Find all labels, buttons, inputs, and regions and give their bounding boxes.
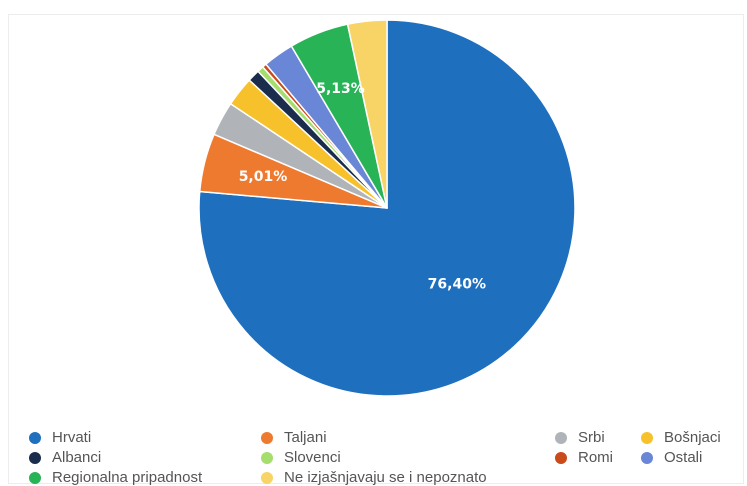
data-label-hrvati: 76,40% <box>428 276 486 292</box>
legend-marker <box>261 432 273 444</box>
pie-slice-ne-izjasnjavaju-se-i-nepoznato[interactable] <box>346 19 388 209</box>
legend-marker <box>261 472 273 484</box>
legend-item-slovenci[interactable]: Slovenci <box>261 450 341 466</box>
pie-chart: 76,40% 5,01% 5,13% <box>198 19 576 397</box>
legend-item-albanci[interactable]: Albanci <box>29 450 101 466</box>
legend-item-hrvati[interactable]: Hrvati <box>29 430 91 446</box>
legend-label: Ostali <box>664 449 703 466</box>
legend-marker <box>641 452 653 464</box>
legend-item-ostali[interactable]: Ostali <box>641 450 702 466</box>
legend-label: Ne izjašnjavaju se i nepoznato <box>284 469 487 486</box>
legend-label: Romi <box>578 449 614 466</box>
legend-label: Slovenci <box>284 449 341 466</box>
legend-marker <box>29 452 41 464</box>
legend-item-ne-izjasnjavaju-se-i-nepoznato[interactable]: Ne izjašnjavaju se i nepoznato <box>261 470 487 486</box>
legend-item-srbi[interactable]: Srbi <box>555 430 605 446</box>
legend-marker <box>641 432 653 444</box>
legend-label: Srbi <box>578 429 605 446</box>
data-label-taljani: 5,01% <box>239 169 288 185</box>
legend-label: Bošnjaci <box>664 429 721 446</box>
chart-card: 76,40% 5,01% 5,13% Hrvati Taljani Srbi Bošnja… <box>8 14 744 486</box>
legend-marker <box>29 432 41 444</box>
legend-label: Hrvati <box>52 429 92 446</box>
legend-label: Taljani <box>284 429 327 446</box>
legend-label: Albanci <box>52 449 102 466</box>
legend-label: Regionalna pripadnost <box>52 469 203 486</box>
legend-marker <box>29 472 41 484</box>
legend-item-bosnjaci[interactable]: Bošnjaci <box>641 430 721 446</box>
legend-item-taljani[interactable]: Taljani <box>261 430 327 446</box>
legend-item-regionalna-pripadnost[interactable]: Regionalna pripadnost <box>29 470 202 486</box>
legend-marker <box>555 432 567 444</box>
legend-marker <box>261 452 273 464</box>
legend-marker <box>555 452 567 464</box>
data-label-regionalna-pripadnost: 5,13% <box>316 81 365 97</box>
legend-item-romi[interactable]: Romi <box>555 450 613 466</box>
